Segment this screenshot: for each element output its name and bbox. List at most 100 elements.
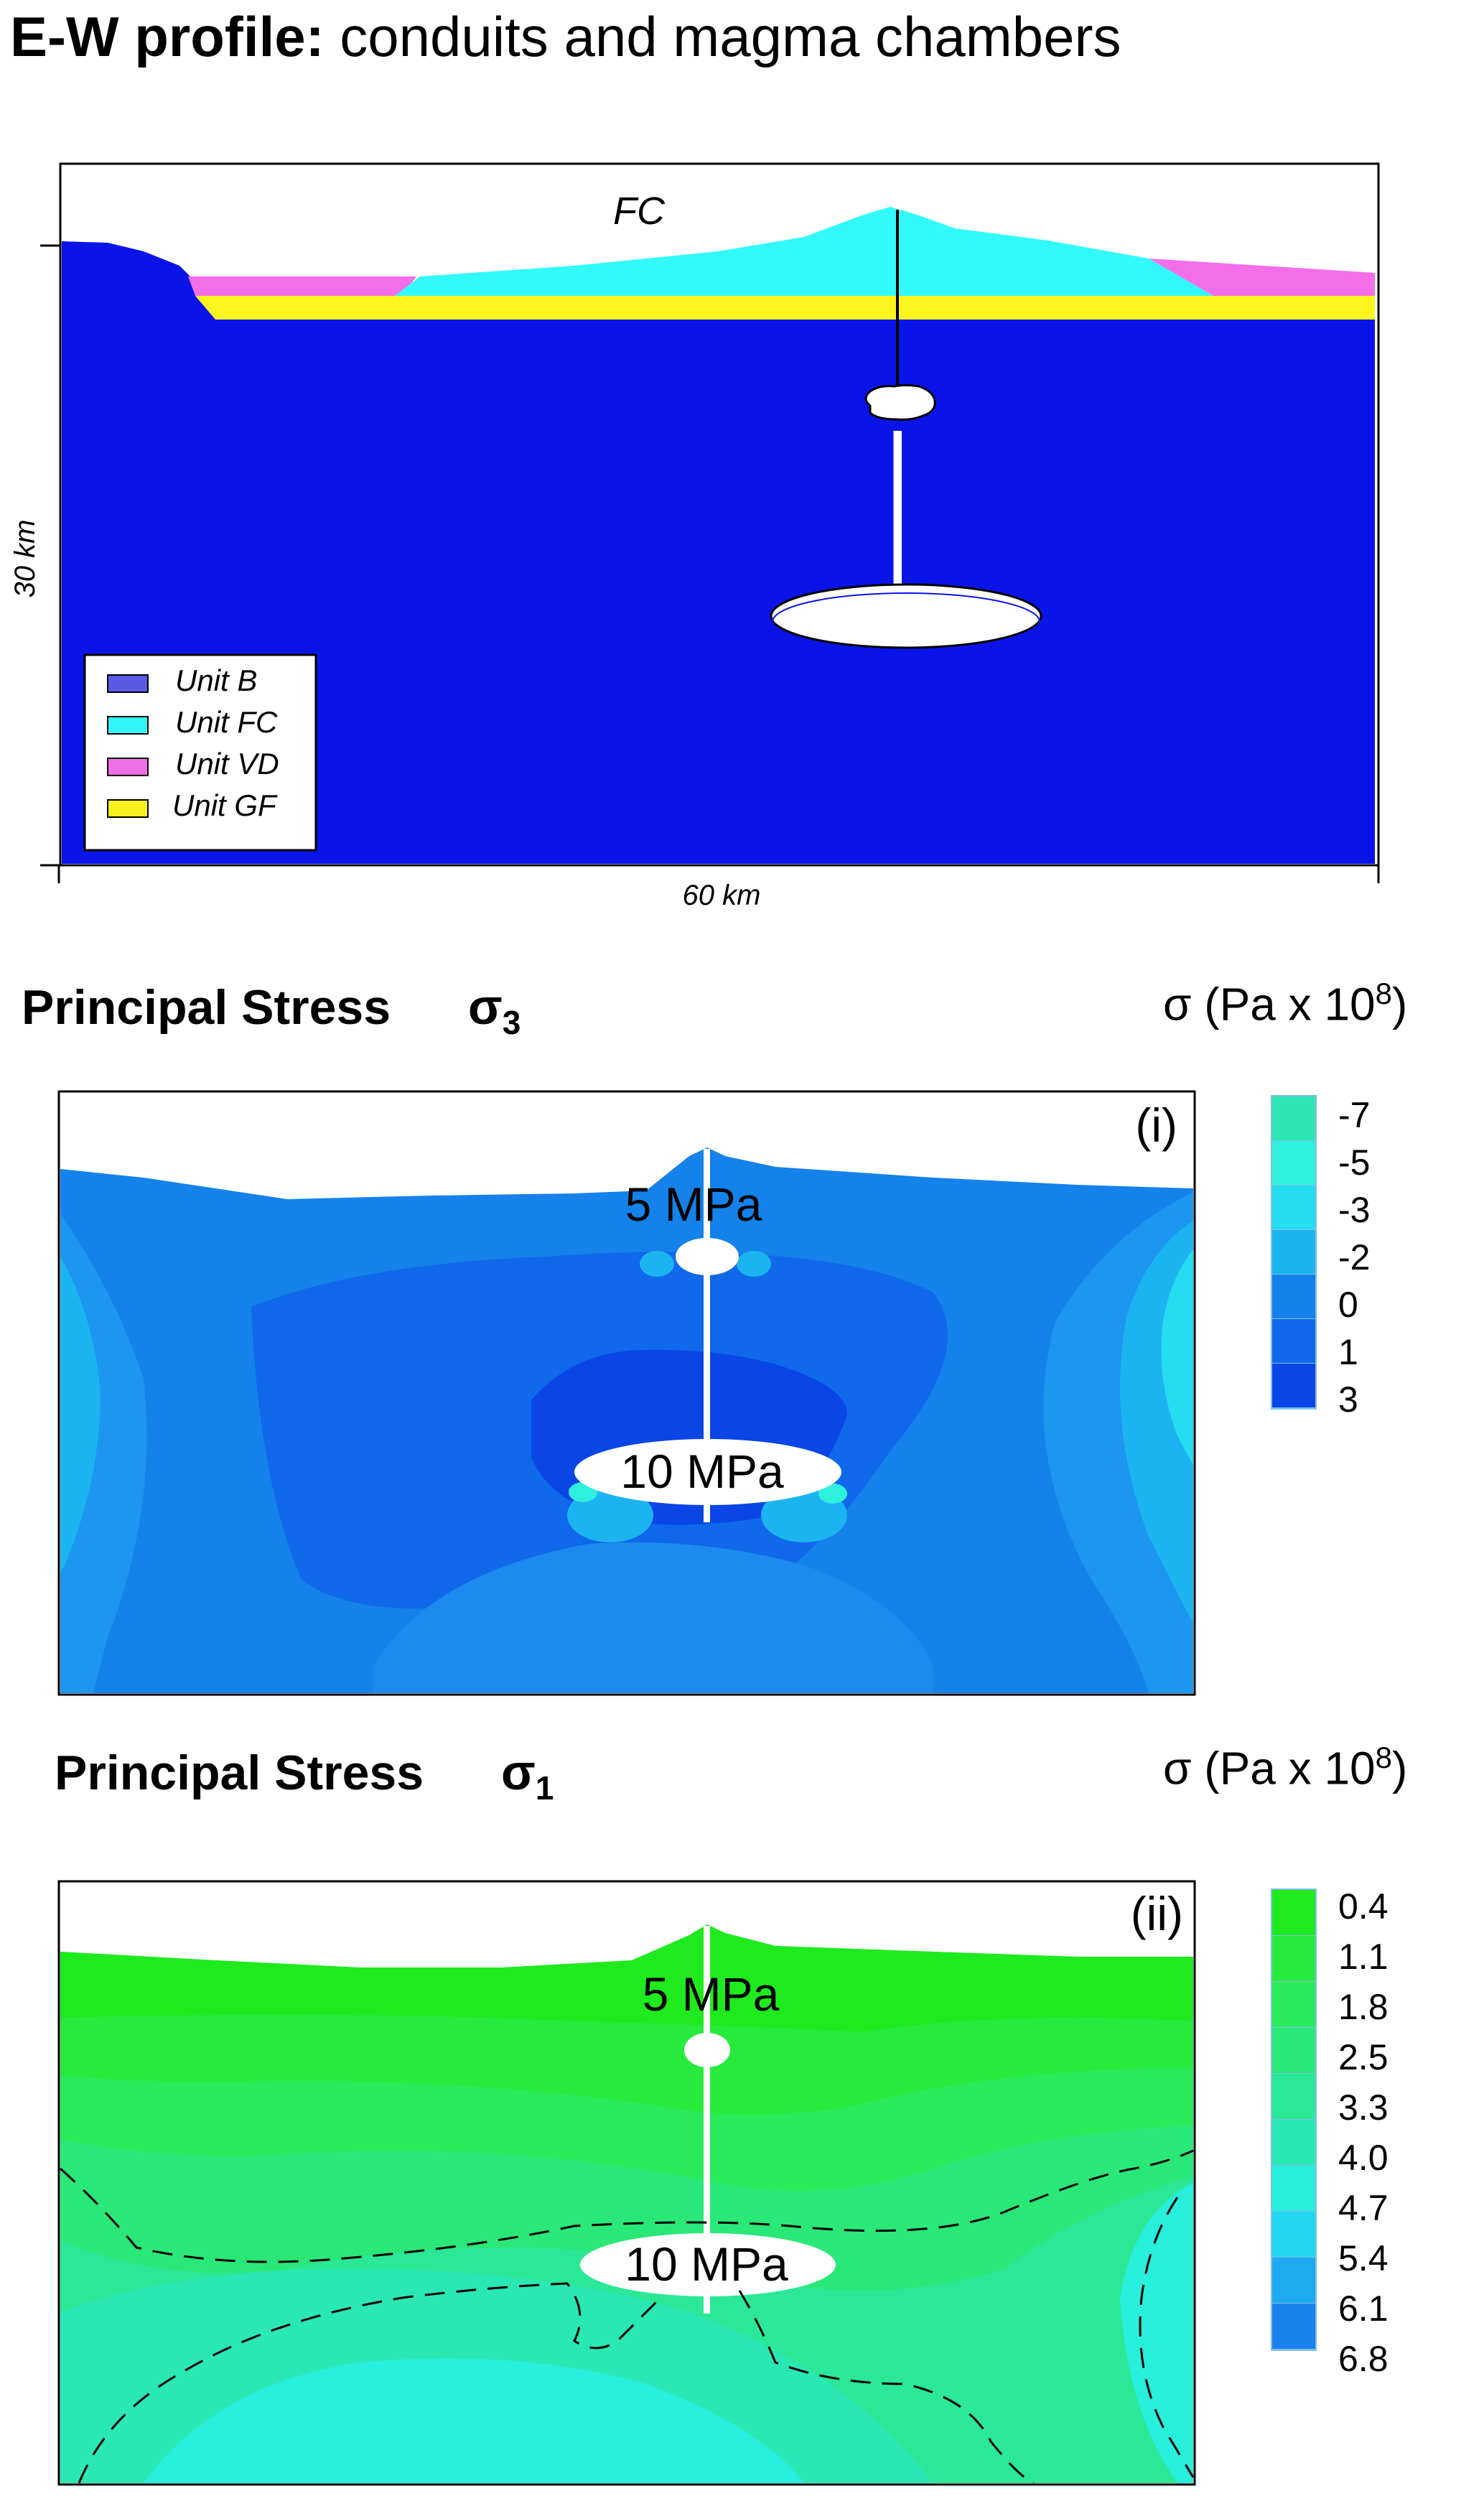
colorbar-swatch xyxy=(1272,1936,1315,1982)
sigma1-large-chamber xyxy=(580,2233,836,2296)
sigma1-conduit xyxy=(704,1926,710,2314)
sigma1-colorbar xyxy=(1271,1888,1317,2351)
sigma3-blob-left xyxy=(567,1488,653,1542)
colorbar-label: 2.5 xyxy=(1338,2037,1389,2077)
colorbar-label: 4.7 xyxy=(1338,2188,1389,2228)
colorbar-swatch xyxy=(1272,1230,1315,1275)
x-axis-label: 60 km xyxy=(683,880,761,911)
colorbar-label: -2 xyxy=(1338,1237,1371,1277)
colorbar-label: -3 xyxy=(1338,1190,1371,1230)
sigma3-units: σ (Pa x 108) xyxy=(1163,977,1407,1030)
unit-fc-edifice xyxy=(395,207,1213,296)
sigma3-units-prefix: σ (Pa x 10 xyxy=(1163,978,1376,1030)
legend-label-unit-b: Unit B xyxy=(175,663,257,697)
sigma3-heading-text: Principal Stress xyxy=(22,980,391,1035)
colorbar-label: 4.0 xyxy=(1338,2138,1389,2178)
colorbar-label: -7 xyxy=(1338,1095,1371,1135)
sigma1-heading-text: Principal Stress xyxy=(55,1746,424,1800)
sigma1-zone-lower-inner xyxy=(144,2358,804,2483)
sigma1-zone-third xyxy=(60,2068,1193,2192)
sigma3-zone-left-inner xyxy=(60,1257,101,1573)
unit-gf-layer xyxy=(195,296,1375,320)
colorbar-swatch xyxy=(1272,1364,1315,1408)
legend-entry-unit-fc: Unit FC xyxy=(107,705,278,739)
sigma1-zone-fourth xyxy=(60,2125,1193,2291)
sigma3-small-chamber xyxy=(676,1238,739,1275)
small-magma-chamber xyxy=(864,384,936,421)
sigma1-dashed-contour-edge xyxy=(1139,2197,1195,2478)
colorbar-label: 0 xyxy=(1338,1285,1358,1325)
sigma1-units: σ (Pa x 108) xyxy=(1163,1741,1407,1794)
sigma3-conduit xyxy=(704,1149,710,1522)
colorbar-swatch xyxy=(1272,1096,1315,1141)
sigma1-zone-right xyxy=(1120,2183,1193,2483)
colorbar-swatch xyxy=(1272,1890,1315,1936)
unit-b-body xyxy=(62,241,1375,864)
colorbar-swatch xyxy=(1272,1319,1315,1364)
sigma1-units-exp: 8 xyxy=(1375,1741,1392,1774)
colorbar-swatch xyxy=(1272,1186,1315,1230)
sigma1-subscript: 1 xyxy=(535,1769,554,1807)
sigma3-panel-label: (i) xyxy=(1135,1099,1177,1152)
colorbar-label: 3.3 xyxy=(1338,2087,1389,2128)
lower-conduit xyxy=(893,431,902,596)
profile-legend: Unit B Unit FC Unit VD Unit GF xyxy=(83,653,317,852)
unit-vd-left xyxy=(188,276,416,296)
legend-label-unit-fc: Unit FC xyxy=(175,705,278,739)
sigma1-panel-label: (ii) xyxy=(1131,1887,1183,1940)
large-magma-chamber xyxy=(770,583,1042,649)
sigma3-symbol: σ xyxy=(467,979,503,1035)
legend-entry-unit-b: Unit B xyxy=(107,663,257,697)
sigma1-large-chamber-label: 10 MPa xyxy=(625,2237,788,2291)
colorbar-swatch xyxy=(1272,2028,1315,2074)
unit-vd-right xyxy=(1149,259,1375,296)
colorbar-label: 1 xyxy=(1338,1332,1358,1372)
ew-profile-panel: FC Unit B Unit FC Unit VD Unit GF 30 km … xyxy=(9,162,1380,911)
colorbar-swatch xyxy=(1272,1982,1315,2028)
colorbar-label: 1.1 xyxy=(1338,1937,1389,1977)
colorbar-swatch xyxy=(1272,2212,1315,2258)
sigma1-panel: 5 MPa 10 MPa (ii) xyxy=(57,1880,1196,2486)
sigma3-heading: Principal Stress σ3 xyxy=(22,978,521,1041)
sigma1-zone-second xyxy=(60,2015,1193,2115)
colorbar-label: 1.8 xyxy=(1338,1987,1389,2027)
sigma3-large-chamber-label: 10 MPa xyxy=(620,1445,784,1498)
colorbar-swatch xyxy=(1272,1275,1315,1319)
profile-fc-label: FC xyxy=(613,190,666,233)
figure-title: E-W profile: conduits and magma chambers xyxy=(10,4,1121,69)
colorbar-label: 0.4 xyxy=(1338,1886,1389,1927)
colorbar-label: -5 xyxy=(1338,1142,1371,1183)
sigma1-heading: Principal Stress σ1 xyxy=(55,1743,554,1807)
sigma3-zone-lower xyxy=(373,1542,933,1693)
sigma3-large-chamber xyxy=(574,1439,841,1505)
legend-label-unit-gf: Unit GF xyxy=(172,788,278,822)
sigma1-dashed-contour-upper xyxy=(60,2149,1194,2263)
sigma1-units-prefix: σ (Pa x 10 xyxy=(1163,1742,1376,1794)
sigma3-units-suffix: ) xyxy=(1391,978,1408,1030)
colorbar-label: 6.1 xyxy=(1338,2288,1389,2329)
sigma3-zone-right-core xyxy=(1161,1249,1193,1465)
sigma3-colorbar xyxy=(1271,1095,1317,1410)
sigma3-units-exp: 8 xyxy=(1375,977,1392,1010)
sigma1-dashed-contour-lower xyxy=(78,2282,662,2484)
sigma1-zone-top xyxy=(60,1924,1193,2032)
figure-title-rest: conduits and magma chambers xyxy=(324,5,1121,68)
sigma3-small-chamber-label: 5 MPa xyxy=(625,1178,762,1231)
sigma3-panel: 5 MPa 10 MPa (i) xyxy=(57,1090,1196,1696)
colorbar-swatch xyxy=(1272,2120,1315,2166)
legend-entry-unit-gf: Unit GF xyxy=(107,788,278,822)
colorbar-swatch xyxy=(1272,2074,1315,2120)
colorbar-swatch xyxy=(1272,1141,1315,1186)
sigma1-units-suffix: ) xyxy=(1391,1742,1408,1794)
legend-label-unit-vd: Unit VD xyxy=(175,747,279,781)
colorbar-swatch xyxy=(1272,2166,1315,2212)
legend-entry-unit-vd: Unit VD xyxy=(107,747,279,781)
colorbar-swatch xyxy=(1272,2258,1315,2304)
figure-title-bold: E-W profile: xyxy=(10,5,325,68)
sigma1-symbol: σ xyxy=(500,1744,536,1800)
sigma3-subscript: 3 xyxy=(502,1004,521,1041)
colorbar-label: 5.4 xyxy=(1338,2238,1389,2278)
colorbar-label: 6.8 xyxy=(1338,2339,1389,2379)
y-axis-label: 30 km xyxy=(9,520,41,598)
colorbar-swatch xyxy=(1272,2304,1315,2349)
